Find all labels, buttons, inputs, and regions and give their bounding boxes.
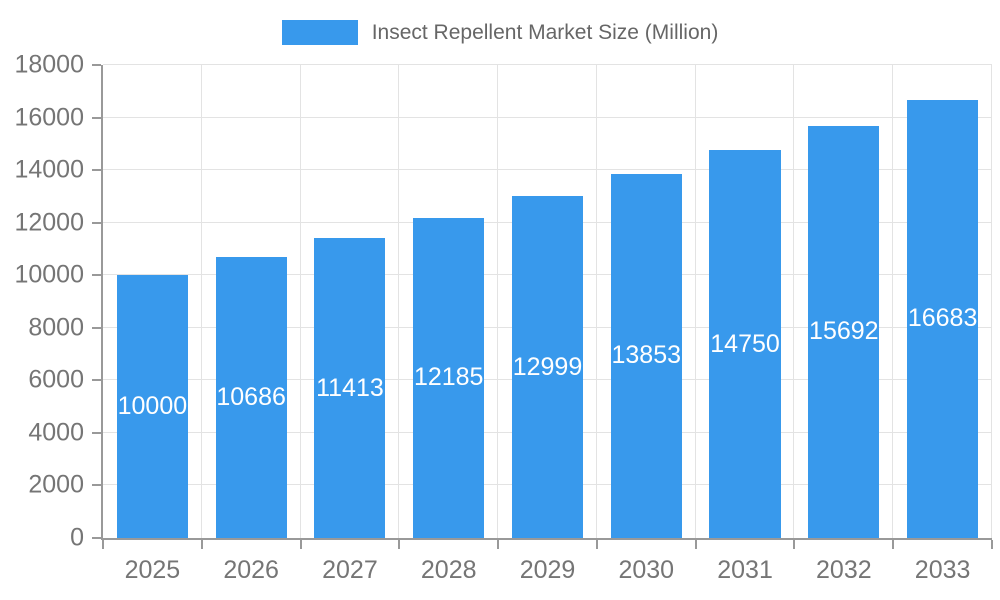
x-tick-mark bbox=[793, 540, 796, 549]
v-gridline bbox=[595, 65, 597, 538]
y-tick-label: 6000 bbox=[28, 365, 84, 394]
bar-value-label: 10000 bbox=[117, 392, 188, 421]
bar-2025: 10000 bbox=[116, 275, 188, 538]
y-tick-label: 16000 bbox=[14, 103, 84, 132]
x-tick-mark bbox=[497, 540, 500, 549]
x-tick-label-2031: 2031 bbox=[717, 556, 773, 584]
x-tick-label-2027: 2027 bbox=[322, 556, 378, 584]
h-gridline bbox=[103, 64, 992, 65]
y-tick-label: 12000 bbox=[14, 208, 84, 237]
bar-value-label: 10686 bbox=[216, 383, 286, 412]
x-tick-mark bbox=[299, 540, 302, 549]
v-gridline bbox=[892, 65, 894, 538]
v-gridline bbox=[497, 65, 499, 538]
bar-value-label: 12185 bbox=[413, 363, 484, 392]
x-axis-labels: 2025 2026 2027 2028 2029 2030 2031 2032 2033 bbox=[103, 556, 992, 590]
y-tick-label: 2000 bbox=[28, 470, 84, 499]
x-tick-mark bbox=[398, 540, 401, 549]
h-gridline bbox=[103, 169, 992, 171]
x-tick-label-2033: 2033 bbox=[914, 556, 971, 584]
bar-2029: 12999 bbox=[511, 196, 584, 538]
bar-2026: 10686 bbox=[215, 257, 287, 538]
x-axis-ticks bbox=[102, 540, 993, 549]
y-tick-mark bbox=[92, 169, 101, 172]
x-tick-label-2032: 2032 bbox=[816, 556, 872, 584]
y-tick-label: 10000 bbox=[14, 260, 84, 289]
y-axis-line bbox=[101, 65, 103, 540]
y-tick-mark bbox=[92, 326, 101, 329]
x-tick-label-2026: 2026 bbox=[223, 556, 279, 584]
y-tick-label: 14000 bbox=[14, 155, 84, 184]
bar-value-label: 11413 bbox=[316, 373, 384, 402]
y-axis-ticks bbox=[92, 64, 101, 539]
y-tick-mark bbox=[92, 274, 101, 277]
y-tick-mark bbox=[92, 221, 101, 224]
y-tick-mark bbox=[92, 537, 101, 539]
y-tick-mark bbox=[92, 484, 101, 487]
v-gridline bbox=[694, 65, 696, 538]
bar-value-label: 14750 bbox=[710, 329, 780, 358]
bar-2032: 15692 bbox=[808, 125, 880, 538]
x-tick-label-2030: 2030 bbox=[618, 556, 675, 584]
x-tick-mark bbox=[595, 540, 598, 549]
y-tick-label: 8000 bbox=[28, 313, 84, 342]
x-tick-mark bbox=[991, 540, 993, 549]
legend-swatch bbox=[281, 20, 358, 45]
y-tick-label: 4000 bbox=[28, 418, 84, 447]
x-tick-mark bbox=[694, 540, 697, 549]
bar-2033: 16683 bbox=[907, 99, 979, 538]
y-tick-label: 0 bbox=[70, 523, 84, 552]
h-gridline bbox=[103, 116, 992, 118]
v-gridline bbox=[398, 65, 400, 538]
x-tick-label-2028: 2028 bbox=[420, 556, 477, 584]
y-tick-mark bbox=[92, 116, 101, 119]
y-tick-mark bbox=[92, 379, 101, 382]
y-tick-label: 18000 bbox=[14, 50, 84, 79]
bar-value-label: 15692 bbox=[809, 317, 879, 346]
legend[interactable]: Insect Repellent Market Size (Million) bbox=[0, 20, 1000, 45]
x-tick-mark bbox=[200, 540, 203, 549]
v-gridline bbox=[200, 65, 202, 538]
legend-label: Insect Repellent Market Size (Million) bbox=[371, 20, 719, 44]
bar-value-label: 12999 bbox=[512, 352, 583, 381]
bar-2027: 11413 bbox=[314, 238, 386, 538]
bar-2031: 14750 bbox=[709, 150, 781, 538]
y-tick-mark bbox=[92, 64, 101, 66]
x-tick-mark bbox=[102, 540, 104, 549]
v-gridline bbox=[793, 65, 795, 538]
bar-value-label: 16683 bbox=[907, 304, 978, 333]
bar-2028: 12185 bbox=[413, 217, 485, 538]
v-gridline bbox=[299, 65, 301, 538]
y-axis-labels: 0 2000 4000 6000 8000 10000 12000 14000 16000 180… bbox=[0, 51, 84, 552]
x-axis-line bbox=[101, 538, 992, 540]
v-gridline bbox=[991, 65, 992, 538]
y-tick-mark bbox=[92, 431, 101, 434]
bar-2030: 13853 bbox=[610, 173, 682, 538]
plot-area: 10000 10686 11413 12185 12999 13853 14750 15692… bbox=[103, 64, 992, 538]
bar-value-label: 13853 bbox=[611, 341, 682, 370]
x-tick-mark bbox=[892, 540, 895, 549]
x-tick-label-2029: 2029 bbox=[519, 556, 576, 584]
x-tick-label-2025: 2025 bbox=[124, 556, 181, 584]
